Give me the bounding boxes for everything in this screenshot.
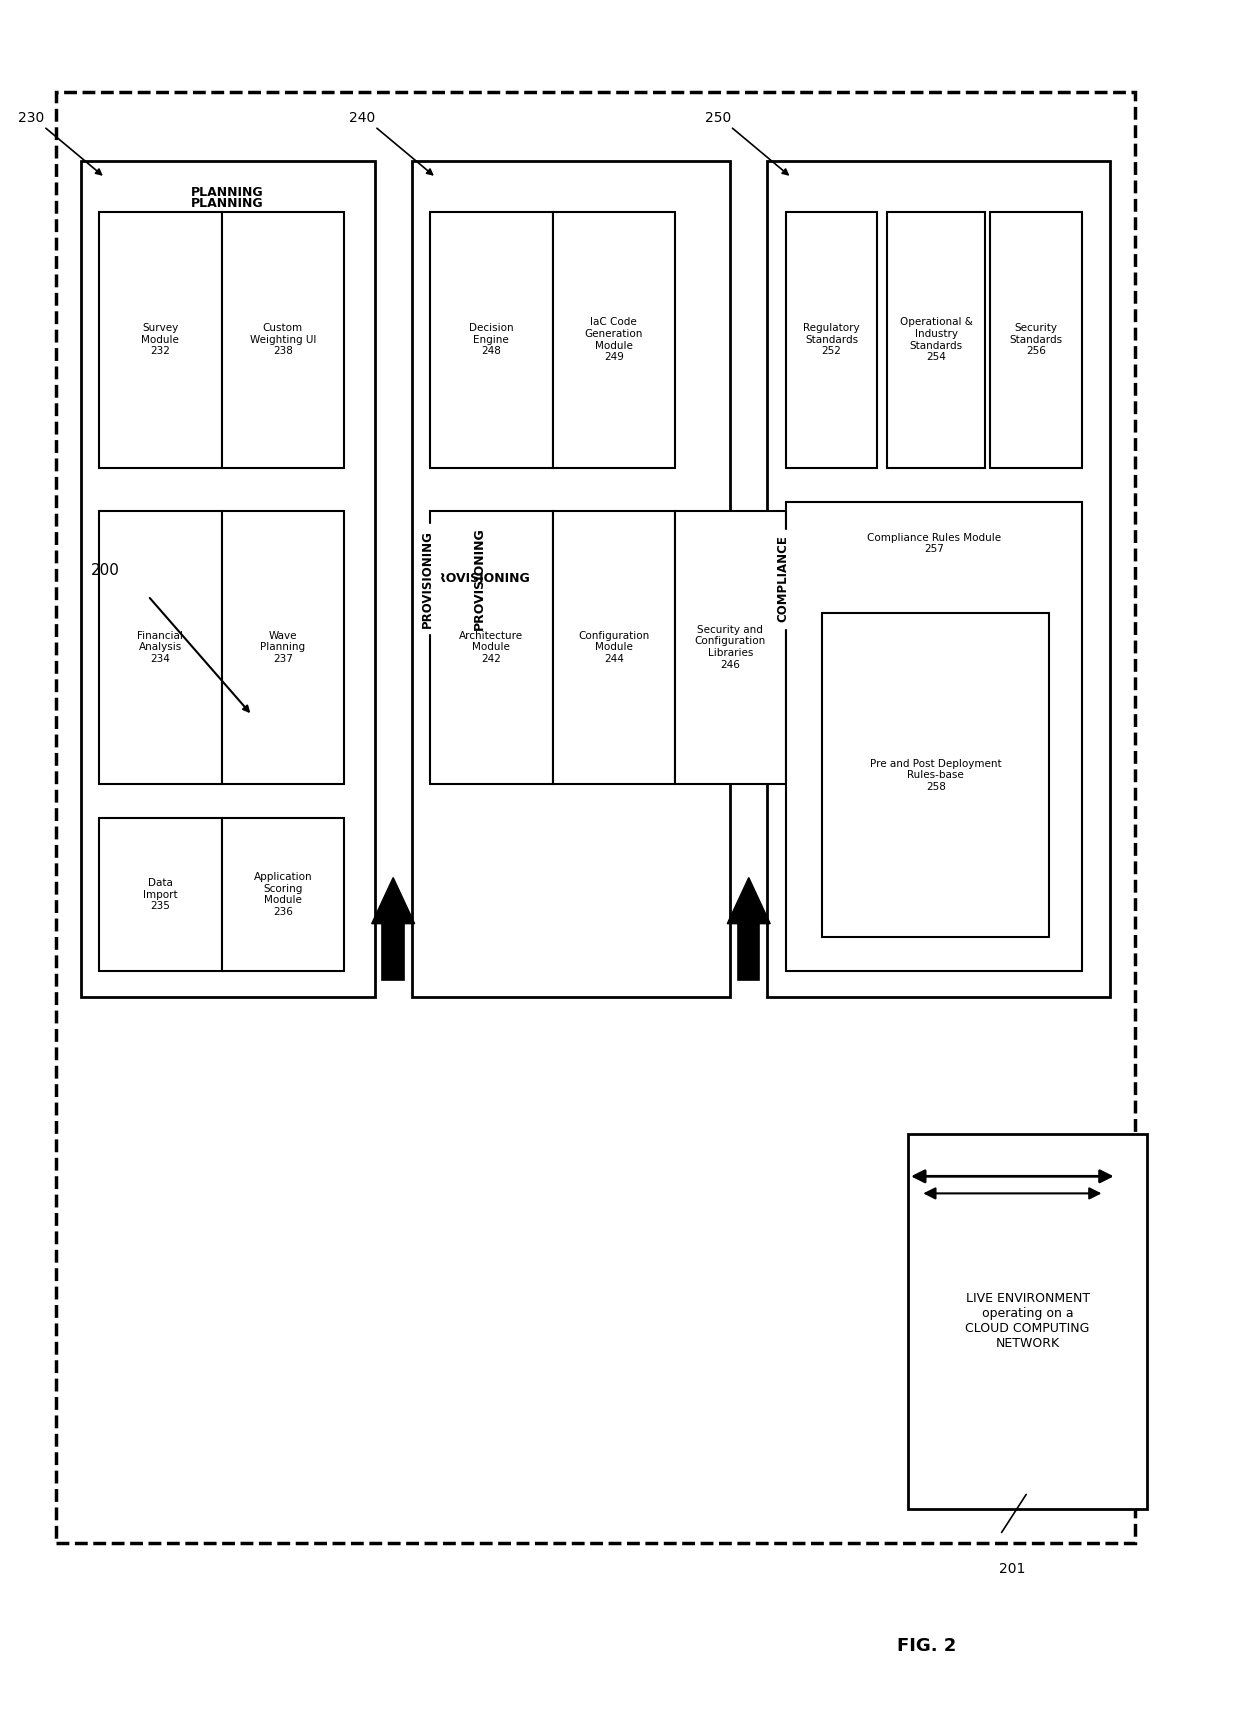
Text: Wave
Planning
237: Wave Planning 237	[260, 630, 305, 664]
FancyBboxPatch shape	[412, 160, 730, 996]
Text: PROVISIONING: PROVISIONING	[428, 573, 531, 585]
FancyBboxPatch shape	[99, 817, 222, 971]
Text: PLANNING: PLANNING	[191, 186, 264, 200]
Text: Application
Scoring
Module
236: Application Scoring Module 236	[253, 873, 312, 917]
Text: Security and
Configuration
Libraries
246: Security and Configuration Libraries 246	[694, 625, 766, 669]
FancyBboxPatch shape	[99, 212, 222, 468]
FancyBboxPatch shape	[222, 817, 345, 971]
FancyBboxPatch shape	[553, 212, 675, 468]
Text: FIG. 2: FIG. 2	[897, 1637, 956, 1656]
FancyBboxPatch shape	[222, 212, 345, 468]
FancyBboxPatch shape	[430, 212, 553, 468]
FancyBboxPatch shape	[222, 511, 345, 783]
Text: Pre and Post Deployment
Rules-base
258: Pre and Post Deployment Rules-base 258	[870, 759, 1002, 792]
Text: Security
Standards
256: Security Standards 256	[1009, 324, 1063, 356]
Text: Regulatory
Standards
252: Regulatory Standards 252	[804, 324, 859, 356]
Text: PROVISIONING: PROVISIONING	[422, 527, 434, 630]
FancyBboxPatch shape	[738, 924, 759, 979]
FancyBboxPatch shape	[99, 511, 222, 783]
FancyBboxPatch shape	[81, 160, 374, 996]
Text: COMPLIANCE: COMPLIANCE	[776, 534, 790, 625]
Text: 240: 240	[350, 110, 376, 126]
FancyBboxPatch shape	[382, 924, 404, 979]
Text: Decision
Engine
248: Decision Engine 248	[469, 324, 513, 356]
FancyBboxPatch shape	[675, 511, 785, 783]
FancyBboxPatch shape	[991, 212, 1083, 468]
Text: Operational &
Industry
Standards
254: Operational & Industry Standards 254	[900, 317, 972, 361]
FancyBboxPatch shape	[822, 613, 1049, 938]
Text: Survey
Module
232: Survey Module 232	[141, 324, 179, 356]
Text: 201: 201	[999, 1563, 1025, 1576]
Text: PLANNING: PLANNING	[191, 196, 264, 210]
FancyBboxPatch shape	[430, 511, 553, 783]
Text: Compliance Rules Module
257: Compliance Rules Module 257	[867, 534, 1001, 554]
FancyBboxPatch shape	[56, 93, 1135, 1544]
Polygon shape	[728, 878, 770, 924]
Text: PROVISIONING: PROVISIONING	[472, 527, 486, 630]
FancyBboxPatch shape	[785, 503, 1083, 971]
Text: IaC Code
Generation
Module
249: IaC Code Generation Module 249	[585, 317, 644, 361]
Text: LIVE ENVIRONMENT
operating on a
CLOUD COMPUTING
NETWORK: LIVE ENVIRONMENT operating on a CLOUD CO…	[966, 1292, 1090, 1351]
FancyBboxPatch shape	[553, 511, 675, 783]
FancyBboxPatch shape	[785, 212, 878, 468]
Text: 200: 200	[91, 563, 119, 578]
Text: 230: 230	[19, 110, 45, 126]
Text: Financial
Analysis
234: Financial Analysis 234	[138, 630, 184, 664]
FancyBboxPatch shape	[908, 1134, 1147, 1509]
FancyBboxPatch shape	[888, 212, 986, 468]
Text: Architecture
Module
242: Architecture Module 242	[459, 630, 523, 664]
Text: COMPLIANCE: COMPLIANCE	[776, 535, 790, 623]
FancyBboxPatch shape	[768, 160, 1111, 996]
Text: PROVISIONING: PROVISIONING	[422, 530, 434, 628]
Text: Data
Import
235: Data Import 235	[143, 878, 177, 910]
Text: 250: 250	[706, 110, 732, 126]
Text: Custom
Weighting UI
238: Custom Weighting UI 238	[249, 324, 316, 356]
Polygon shape	[372, 878, 414, 924]
Text: Configuration
Module
244: Configuration Module 244	[578, 630, 650, 664]
